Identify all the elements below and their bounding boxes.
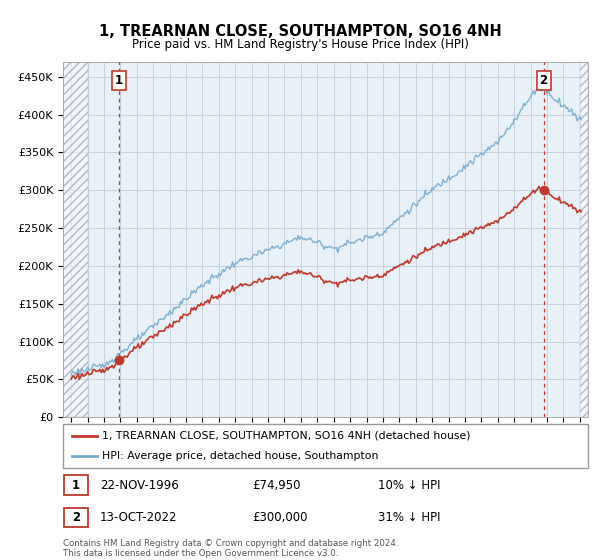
Text: HPI: Average price, detached house, Southampton: HPI: Average price, detached house, Sout… — [103, 451, 379, 461]
Bar — [64, 475, 88, 495]
Text: 1: 1 — [115, 74, 123, 87]
Text: £300,000: £300,000 — [252, 511, 308, 524]
Bar — [63, 62, 88, 417]
Text: £74,950: £74,950 — [252, 479, 301, 492]
Bar — [580, 62, 588, 417]
Text: 10% ↓ HPI: 10% ↓ HPI — [378, 479, 440, 492]
Text: 1, TREARNAN CLOSE, SOUTHAMPTON, SO16 4NH: 1, TREARNAN CLOSE, SOUTHAMPTON, SO16 4NH — [98, 24, 502, 39]
Text: 1: 1 — [72, 479, 80, 492]
Text: 2: 2 — [539, 74, 548, 87]
Text: Price paid vs. HM Land Registry's House Price Index (HPI): Price paid vs. HM Land Registry's House … — [131, 38, 469, 51]
Bar — [63, 62, 88, 417]
Text: Contains HM Land Registry data © Crown copyright and database right 2024.
This d: Contains HM Land Registry data © Crown c… — [63, 539, 398, 558]
Text: 13-OCT-2022: 13-OCT-2022 — [100, 511, 177, 524]
Text: 2: 2 — [72, 511, 80, 524]
Bar — [64, 508, 88, 527]
Text: 1, TREARNAN CLOSE, SOUTHAMPTON, SO16 4NH (detached house): 1, TREARNAN CLOSE, SOUTHAMPTON, SO16 4NH… — [103, 431, 471, 441]
Text: 22-NOV-1996: 22-NOV-1996 — [100, 479, 179, 492]
Bar — [580, 62, 588, 417]
Text: 31% ↓ HPI: 31% ↓ HPI — [378, 511, 440, 524]
